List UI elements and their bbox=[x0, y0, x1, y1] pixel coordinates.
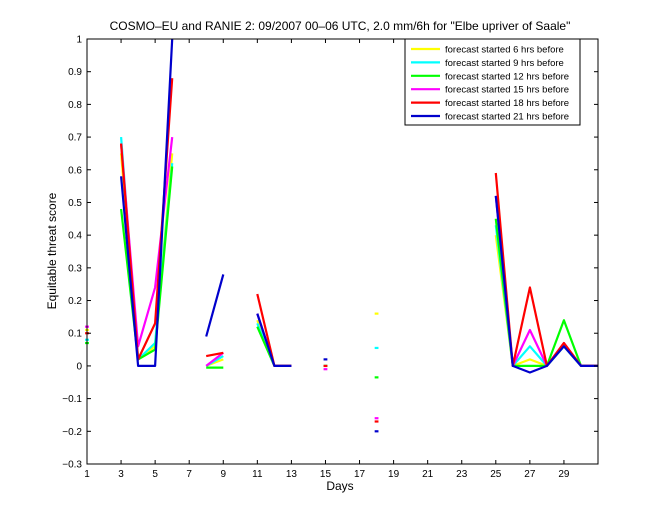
series-segment bbox=[120, 166, 174, 361]
series-segment bbox=[205, 351, 224, 358]
chart-title: COSMO–EU and RANIE 2: 09/2007 00–06 UTC,… bbox=[110, 19, 571, 33]
x-tick-label: 19 bbox=[388, 469, 400, 480]
x-tick-label: 3 bbox=[118, 469, 124, 480]
y-tick-label: 0.9 bbox=[68, 67, 82, 78]
x-tick-label: 29 bbox=[558, 469, 570, 480]
y-tick-label: 0.3 bbox=[68, 263, 82, 274]
y-tick-label: 0.2 bbox=[68, 296, 82, 307]
x-tick-label: 23 bbox=[456, 469, 468, 480]
y-tick-label: 0.8 bbox=[68, 100, 82, 111]
series-segment bbox=[256, 313, 292, 367]
x-tick-label: 27 bbox=[524, 469, 536, 480]
series-6-line bbox=[120, 38, 598, 433]
legend-entry: forecast started 21 hrs before bbox=[445, 112, 569, 123]
series-segment bbox=[205, 351, 224, 367]
y-tick-label: 0.4 bbox=[68, 231, 82, 242]
x-tick-label: 9 bbox=[220, 469, 226, 480]
y-tick-label: 0 bbox=[76, 361, 82, 372]
y-tick-label: 0.1 bbox=[68, 329, 82, 340]
x-tick-label: 11 bbox=[252, 469, 263, 480]
y-tick-label: −0.2 bbox=[62, 427, 82, 438]
series-segment bbox=[205, 274, 225, 337]
series-layer bbox=[85, 38, 598, 433]
y-tick-label: −0.1 bbox=[62, 394, 82, 405]
legend-entry: forecast started 15 hrs before bbox=[445, 85, 569, 96]
y-tick-label: 0.7 bbox=[68, 133, 82, 144]
x-axis-label: Days bbox=[326, 479, 353, 493]
y-tick-label: 1 bbox=[76, 35, 82, 46]
series-segment bbox=[494, 195, 598, 374]
y-ticks: −0.3 −0.2 −0.1 0 0.1 0.2 0.3 0.4 0.5 0.6 0.7 0.8 0.9… bbox=[62, 35, 598, 471]
y-axis-label: Equitable threat score bbox=[45, 192, 59, 309]
legend-entry: forecast started 18 hrs before bbox=[445, 98, 569, 109]
x-tick-label: 17 bbox=[354, 469, 366, 480]
legend-entry: forecast started 12 hrs before bbox=[445, 71, 569, 82]
y-tick-label: −0.3 bbox=[62, 460, 82, 471]
y-tick-label: 0.5 bbox=[68, 198, 82, 209]
x-tick-label: 7 bbox=[186, 469, 192, 480]
x-tick-label: 21 bbox=[422, 469, 434, 480]
legend-box bbox=[404, 38, 581, 126]
legend-entry: forecast started 6 hrs before bbox=[445, 45, 564, 56]
x-tick-label: 15 bbox=[320, 469, 332, 480]
x-tick-label: 1 bbox=[84, 469, 90, 480]
series-segment bbox=[120, 38, 174, 367]
y-tick-label: 0.6 bbox=[68, 165, 82, 176]
x-tick-label: 13 bbox=[286, 469, 298, 480]
axes-frame bbox=[86, 38, 599, 465]
legend-entry: forecast started 9 hrs before bbox=[445, 58, 564, 69]
legend: forecast started 6 hrs before forecast st… bbox=[404, 38, 581, 126]
x-tick-label: 5 bbox=[152, 469, 158, 480]
x-tick-label: 25 bbox=[490, 469, 502, 480]
